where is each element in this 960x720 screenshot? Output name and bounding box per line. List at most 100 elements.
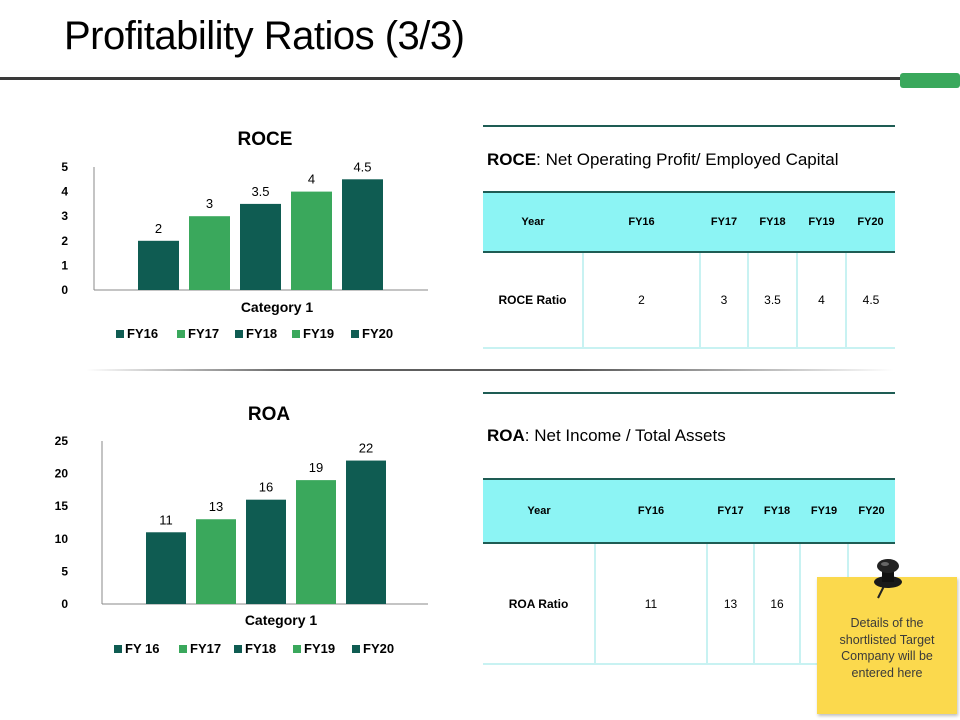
roa-y-tick-label: 5 (61, 564, 68, 578)
roa-y-tick-label: 25 (55, 434, 69, 448)
roa-legend-swatch (114, 645, 122, 653)
roa-header-fy16: FY16 (595, 478, 707, 544)
roa-data-label: 13 (209, 499, 223, 514)
roa-header-fy18: FY18 (754, 478, 800, 544)
roce-bar-fy20 (342, 179, 383, 290)
roce-legend-label: FY20 (362, 326, 393, 341)
roa-formula-text: : Net Income / Total Assets (524, 426, 726, 445)
roce-chart-title: ROCE (238, 129, 293, 150)
roce-header-fy19: FY19 (797, 191, 846, 253)
roce-table-header-row: Year FY16 FY17 FY18 FY19 FY20 (483, 191, 895, 253)
roa-cell-fy17: 13 (707, 543, 755, 665)
roa-category-label: Category 1 (245, 612, 318, 628)
roce-y-tick-label: 1 (61, 258, 68, 272)
roa-legend-label: FY17 (190, 641, 221, 656)
roa-panel: ROA: Net Income / Total Assets Year FY16… (483, 392, 895, 665)
roce-data-label: 3.5 (251, 184, 269, 199)
roce-table: Year FY16 FY17 FY18 FY19 FY20 ROCE Ratio… (483, 191, 895, 349)
roce-y-tick-label: 0 (61, 283, 68, 297)
roce-legend-label: FY16 (127, 326, 158, 341)
roce-legend-swatch (351, 330, 359, 338)
roa-formula: ROA: Net Income / Total Assets (483, 394, 895, 478)
roce-header-fy20: FY20 (846, 191, 895, 253)
roce-header-fy16: FY16 (583, 191, 700, 253)
section-divider (86, 369, 894, 371)
roce-legend-swatch (235, 330, 243, 338)
roce-cell-fy17: 3 (700, 252, 749, 349)
roce-bar-fy19 (291, 191, 332, 290)
roa-y-tick-label: 20 (55, 467, 69, 481)
roa-cell-fy16: 11 (595, 543, 708, 665)
roa-legend-label: FY 16 (125, 641, 159, 656)
roce-y-tick-label: 2 (61, 234, 68, 248)
roce-data-label: 2 (155, 221, 162, 236)
roce-header-fy17: FY17 (700, 191, 748, 253)
roce-cell-fy16: 2 (583, 252, 701, 349)
roce-legend-swatch (292, 330, 300, 338)
roa-legend-swatch (179, 645, 187, 653)
roce-y-tick-label: 4 (61, 185, 68, 199)
roa-bar-fy16 (146, 532, 186, 604)
roce-cell-fy19: 4 (797, 252, 847, 349)
page-title: Profitability Ratios (3/3) (64, 14, 465, 58)
roa-y-tick-label: 0 (61, 597, 68, 611)
roce-data-label: 4 (308, 172, 315, 187)
roce-row-label: ROCE Ratio (483, 252, 584, 349)
roce-legend-swatch (177, 330, 185, 338)
roa-data-label: 11 (159, 512, 173, 527)
roa-data-label: 22 (359, 441, 373, 456)
roa-header-fy17: FY17 (707, 478, 754, 544)
roa-header-fy19: FY19 (800, 478, 848, 544)
roa-legend-swatch (352, 645, 360, 653)
roa-legend-label: FY20 (363, 641, 394, 656)
roa-table-header-row: Year FY16 FY17 FY18 FY19 FY20 (483, 478, 895, 544)
roa-table: Year FY16 FY17 FY18 FY19 FY20 ROA Ratio … (483, 478, 895, 665)
roce-chart: ROCE 0 1 2 3 4 5 2 3 3.5 4 4.5 Category 1 FY16 FY17 FY1… (56, 122, 446, 357)
roa-header-year: Year (483, 478, 595, 544)
roa-chart-svg: ROA 0 5 10 15 20 25 11 13 16 19 22 Category 1 FY 16 FY… (55, 404, 428, 656)
roa-chart: ROA 0 5 10 15 20 25 11 13 16 19 22 Category 1 FY 16 FY… (55, 398, 446, 668)
roce-bar-fy16 (138, 240, 179, 290)
roa-legend-label: FY18 (245, 641, 276, 656)
roa-legend-label: FY19 (304, 641, 335, 656)
roce-data-label: 3 (206, 196, 213, 211)
roa-cell-fy18: 16 (754, 543, 801, 665)
roce-data-label: 4.5 (353, 159, 371, 174)
roa-row-label: ROA Ratio (483, 543, 596, 665)
roa-bar-fy18 (246, 499, 286, 604)
roce-y-tick-label: 3 (61, 209, 68, 223)
roce-bar-fy17 (189, 216, 230, 290)
roce-y-tick-label: 5 (61, 160, 68, 174)
roce-legend-label: FY18 (246, 326, 277, 341)
roce-legend-swatch (116, 330, 124, 338)
roa-y-tick-label: 15 (55, 499, 69, 513)
roa-formula-name: ROA (487, 426, 525, 445)
roce-category-label: Category 1 (241, 299, 314, 315)
table-row: ROCE Ratio 2 3 3.5 4 4.5 (483, 252, 895, 349)
roa-data-label: 16 (259, 480, 273, 495)
roce-formula-text: : Net Operating Profit/ Employed Capital (536, 150, 839, 169)
roce-header-fy18: FY18 (748, 191, 797, 253)
roa-chart-title: ROA (248, 404, 291, 425)
roce-header-year: Year (483, 191, 583, 253)
sticky-note: Details of the shortlisted Target Compan… (817, 577, 957, 714)
accent-tab (900, 73, 960, 88)
roa-header-fy20: FY20 (848, 478, 895, 544)
roa-bar-fy20 (346, 460, 386, 604)
roce-formula-name: ROCE (487, 150, 537, 169)
roa-bar-fy17 (196, 519, 236, 604)
panel-top-line (483, 125, 895, 127)
roce-cell-fy18: 3.5 (748, 252, 798, 349)
roa-y-tick-label: 10 (55, 532, 69, 546)
roa-data-label: 19 (309, 460, 323, 475)
roce-cell-fy20: 4.5 (846, 252, 895, 349)
pushpin-icon (874, 559, 902, 599)
roa-legend-swatch (293, 645, 301, 653)
roce-legend-label: FY17 (188, 326, 219, 341)
roa-bar-fy19 (296, 480, 336, 604)
title-divider (0, 77, 902, 80)
roce-panel: ROCE: Net Operating Profit/ Employed Cap… (483, 125, 895, 349)
roce-formula: ROCE: Net Operating Profit/ Employed Cap… (483, 127, 895, 191)
panel-top-line (483, 392, 895, 394)
roce-bar-fy18 (240, 203, 281, 290)
